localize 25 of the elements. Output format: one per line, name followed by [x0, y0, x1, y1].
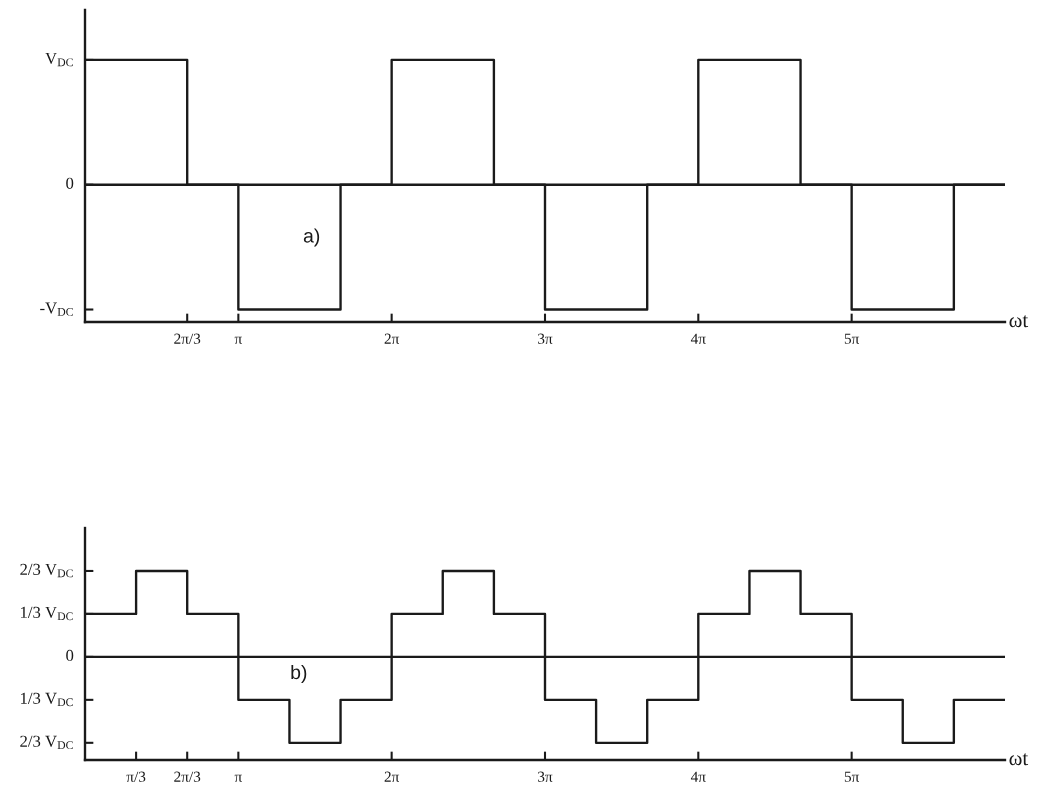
x-tick-label: π — [234, 336, 242, 344]
text: 2/3 V$_{DC}$ — [20, 735, 73, 750]
annotation: b) — [291, 664, 307, 683]
x-tick-label: π — [234, 774, 242, 782]
text: V$_{DC}$ — [45, 52, 73, 67]
text: 0 — [66, 649, 74, 662]
x-tick-label: π/3 — [126, 771, 146, 782]
x-tick-label: 2π — [384, 771, 400, 782]
x-tick-label: 2π — [384, 333, 400, 344]
x-tick-label: 5π — [844, 771, 860, 782]
text: -V$_{DC}$ — [40, 302, 73, 316]
x-tick-label: 3π — [538, 771, 553, 782]
x-tick-label: 3π — [538, 333, 553, 344]
x-tick-label: 5π — [844, 333, 860, 344]
x-tick-label: 4π — [690, 771, 706, 782]
x-axis-title: ωt — [1009, 315, 1029, 328]
x-tick-label: 2π/3 — [174, 333, 201, 344]
text: 1/3 V$_{DC}$ — [21, 692, 73, 707]
annotation: a) — [303, 228, 320, 247]
text: 2/3 V$_{DC}$ — [20, 563, 73, 578]
text: 0 — [66, 177, 74, 189]
text: 1/3 V$_{DC}$ — [21, 606, 73, 621]
x-tick-label: 4π — [690, 333, 706, 344]
x-axis-title: ωt — [1009, 753, 1029, 766]
x-tick-label: 2π/3 — [174, 771, 201, 782]
